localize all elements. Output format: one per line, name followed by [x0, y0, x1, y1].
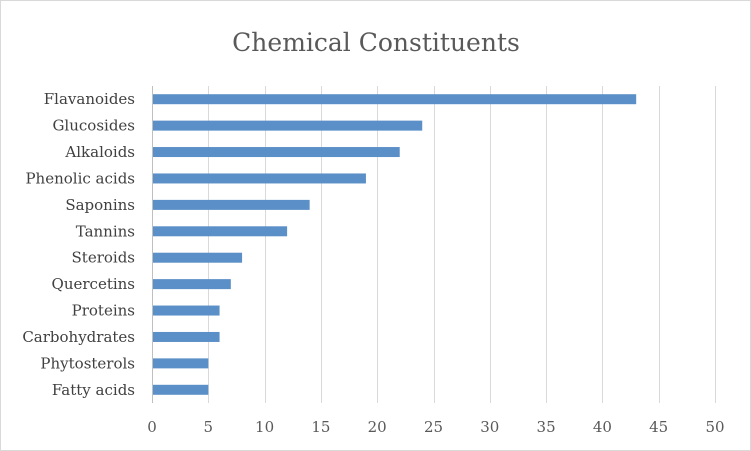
bar: [153, 331, 220, 342]
category-label: Phenolic acids: [25, 169, 135, 187]
category-label: Saponins: [65, 196, 135, 214]
category-label: Proteins: [72, 302, 135, 320]
category-label: Phytosterols: [40, 354, 135, 372]
bar: [153, 199, 310, 210]
gridlines: [152, 86, 716, 403]
bar: [153, 173, 366, 184]
bar: [153, 358, 209, 369]
x-tick-label: 20: [368, 418, 387, 436]
x-tick-label: 25: [424, 418, 443, 436]
category-label: Tannins: [76, 222, 135, 240]
category-label: Quercetins: [52, 275, 135, 293]
category-label: Carbohydrates: [22, 328, 135, 346]
bars: [153, 94, 637, 395]
x-tick-label: 35: [537, 418, 556, 436]
category-label: Fatty acids: [52, 381, 135, 399]
bar: [153, 384, 209, 395]
bar: [153, 120, 423, 131]
x-tick-label: 0: [147, 418, 157, 436]
bar: [153, 305, 220, 316]
category-label: Glucosides: [52, 117, 135, 135]
category-label: Alkaloids: [64, 143, 135, 161]
x-tick-label: 5: [204, 418, 214, 436]
x-tick-label: 50: [705, 418, 724, 436]
x-tick-label: 45: [649, 418, 668, 436]
bar: [153, 147, 400, 158]
category-label: Steroids: [72, 249, 135, 267]
chart-title: Chemical Constituents: [232, 28, 520, 57]
x-tick-label: 15: [311, 418, 330, 436]
bar: [153, 94, 637, 105]
x-tick-label: 10: [255, 418, 274, 436]
tick-labels: 0 5 10 15 20 25 30 35 40 45 50: [147, 418, 724, 436]
x-tick-label: 40: [593, 418, 612, 436]
category-label: Flavanoides: [44, 90, 135, 108]
x-tick-label: 30: [480, 418, 499, 436]
bar: [153, 279, 231, 290]
bar: [153, 226, 288, 237]
bar: [153, 252, 243, 263]
category-labels: Flavanoides Glucosides Alkaloids Phenolic a…: [22, 90, 135, 399]
